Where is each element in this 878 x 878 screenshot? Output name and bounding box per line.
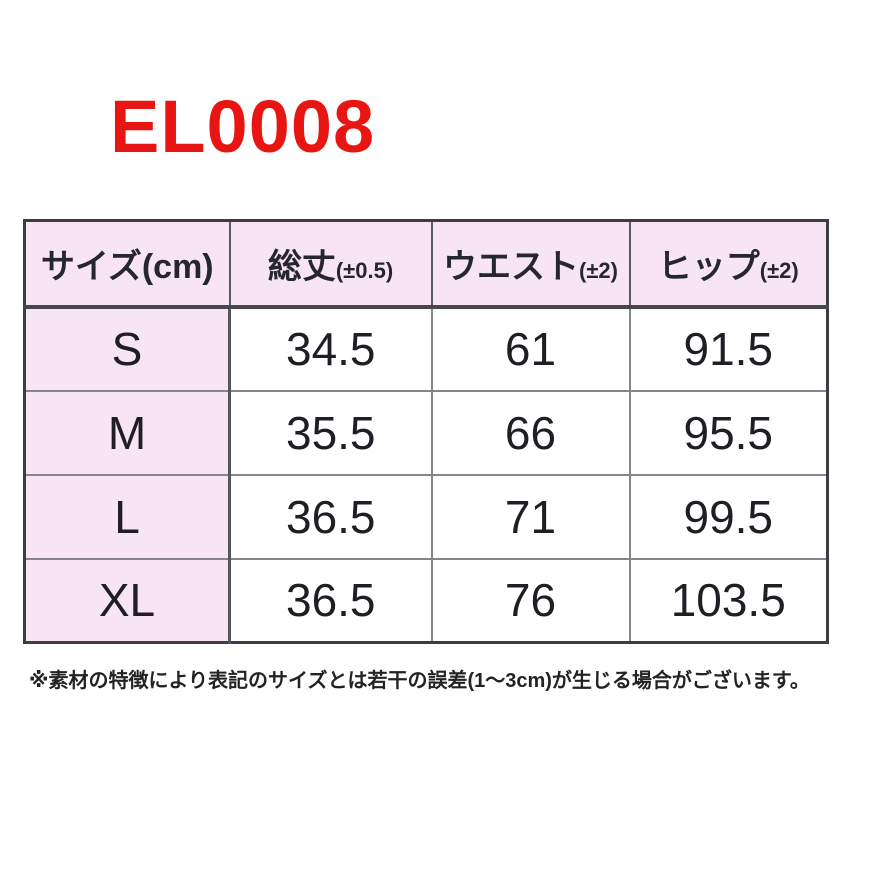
cell-waist: 76 bbox=[430, 557, 631, 644]
cell-hip: 99.5 bbox=[628, 473, 829, 560]
header-tolerance: (±0.5) bbox=[335, 257, 394, 283]
header-tolerance: (±2) bbox=[759, 257, 799, 283]
cell-waist: 61 bbox=[430, 305, 631, 392]
header-row: サイズ(cm) 総丈(±0.5) ウエスト(±2) ヒップ(±2) bbox=[23, 219, 829, 309]
cell-size-label: L bbox=[23, 473, 231, 560]
product-code-title: EL0008 bbox=[110, 85, 376, 168]
cell-total-length: 35.5 bbox=[228, 389, 433, 476]
cell-total-length: 36.5 bbox=[228, 473, 433, 560]
header-label: ヒップ bbox=[657, 247, 760, 286]
cell-size-label: S bbox=[23, 305, 231, 392]
cell-total-length: 36.5 bbox=[228, 557, 433, 644]
cell-total-length: 34.5 bbox=[228, 305, 433, 392]
cell-hip: 91.5 bbox=[628, 305, 829, 392]
cell-waist: 66 bbox=[430, 389, 631, 476]
size-chart-table: サイズ(cm) 総丈(±0.5) ウエスト(±2) ヒップ(±2) S 34.5… bbox=[23, 219, 829, 644]
header-label: 総丈 bbox=[267, 247, 336, 286]
table-row-m: M 35.5 66 95.5 bbox=[23, 389, 829, 476]
table-row-s: S 34.5 61 91.5 bbox=[23, 305, 829, 392]
table-row-l: L 36.5 71 99.5 bbox=[23, 473, 829, 560]
header-label: サイズ(cm) bbox=[40, 247, 214, 286]
cell-size-label: M bbox=[23, 389, 231, 476]
footnote-text: ※素材の特徴により表記のサイズとは若干の誤差(1～3cm)が生じる場合がございま… bbox=[29, 670, 810, 692]
header-label: ウエスト bbox=[443, 247, 580, 286]
header-tolerance: (±2) bbox=[579, 257, 618, 283]
column-header-size: サイズ(cm) bbox=[23, 219, 231, 309]
column-header-hip: ヒップ(±2) bbox=[628, 219, 829, 309]
cell-hip: 95.5 bbox=[628, 389, 829, 476]
cell-hip: 103.5 bbox=[628, 557, 829, 644]
column-header-total-length: 総丈(±0.5) bbox=[228, 219, 433, 309]
cell-waist: 71 bbox=[430, 473, 631, 560]
cell-size-label: XL bbox=[23, 557, 231, 644]
table-row-xl: XL 36.5 76 103.5 bbox=[23, 557, 829, 644]
column-header-waist: ウエスト(±2) bbox=[430, 219, 631, 309]
